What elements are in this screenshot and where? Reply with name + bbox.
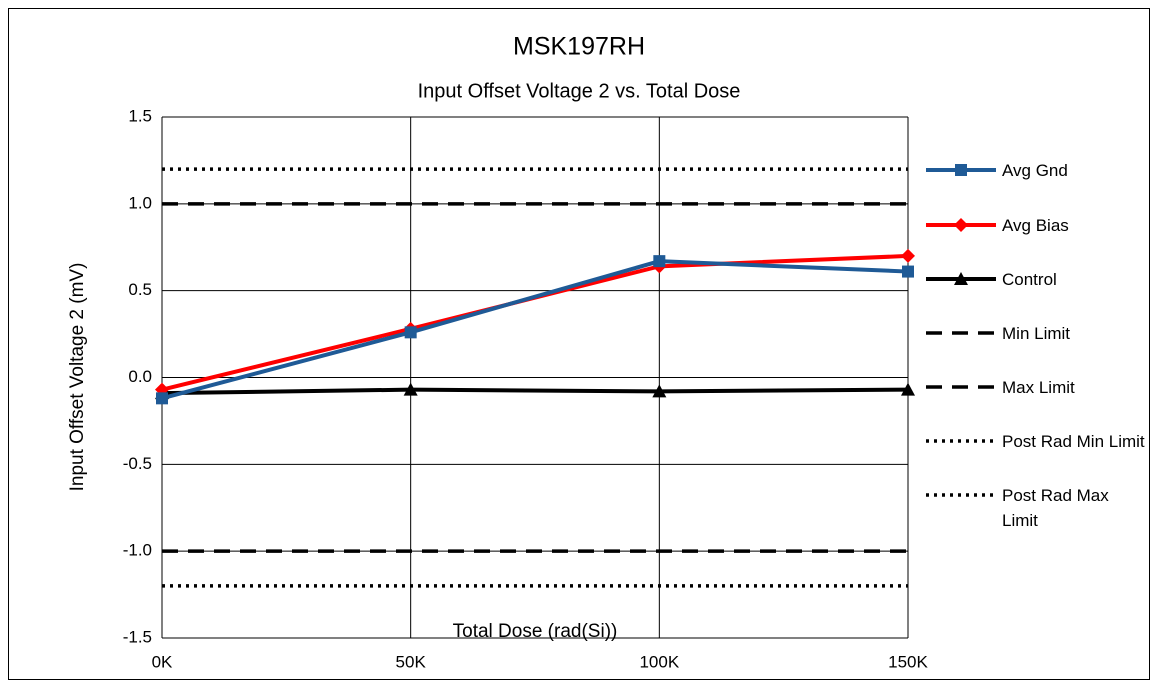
marker xyxy=(404,326,417,339)
x-tick-label: 150K xyxy=(888,652,928,671)
marker xyxy=(954,218,968,232)
y-axis-label: Input Offset Voltage 2 (mV) xyxy=(67,263,88,492)
y-tick-label: 1.5 xyxy=(128,106,152,125)
series-line xyxy=(161,259,909,401)
marker xyxy=(901,248,915,263)
marker xyxy=(954,272,968,285)
y-tick-label: 1.0 xyxy=(128,193,152,212)
chart-subtitle: Input Offset Voltage 2 vs. Total Dose xyxy=(418,80,741,102)
marker xyxy=(902,265,914,278)
legend-label: Min Limit xyxy=(1002,323,1071,343)
legend-label: Post Rad Min Limit xyxy=(1002,431,1145,451)
series-line xyxy=(161,387,909,396)
chart-title: MSK197RH xyxy=(513,33,645,61)
chart-border xyxy=(8,8,1150,680)
x-tick-label: 100K xyxy=(639,652,679,671)
legend-label: Max Limit xyxy=(1002,377,1075,397)
marker xyxy=(652,384,667,398)
y-tick-label: -1.0 xyxy=(123,541,152,560)
y-tick-label: 0.5 xyxy=(128,280,152,299)
x-tick-label: 0K xyxy=(152,652,173,671)
marker xyxy=(653,255,666,268)
legend-label: Avg Bias xyxy=(1002,215,1069,235)
y-tick-label: -1.5 xyxy=(123,627,152,646)
marker xyxy=(403,382,418,396)
x-axis-label: Total Dose (rad(Si)) xyxy=(453,621,618,642)
legend-label: Control xyxy=(1002,269,1057,289)
y-tick-label: 0.0 xyxy=(128,367,152,386)
y-tick-label: -0.5 xyxy=(123,454,152,473)
marker xyxy=(955,164,967,176)
legend-label: Post Rad Max Limit xyxy=(1002,485,1109,530)
x-tick-label: 50K xyxy=(396,652,427,671)
marker xyxy=(156,392,168,405)
marker xyxy=(901,382,915,396)
legend-label: Avg Gnd xyxy=(1002,160,1068,180)
